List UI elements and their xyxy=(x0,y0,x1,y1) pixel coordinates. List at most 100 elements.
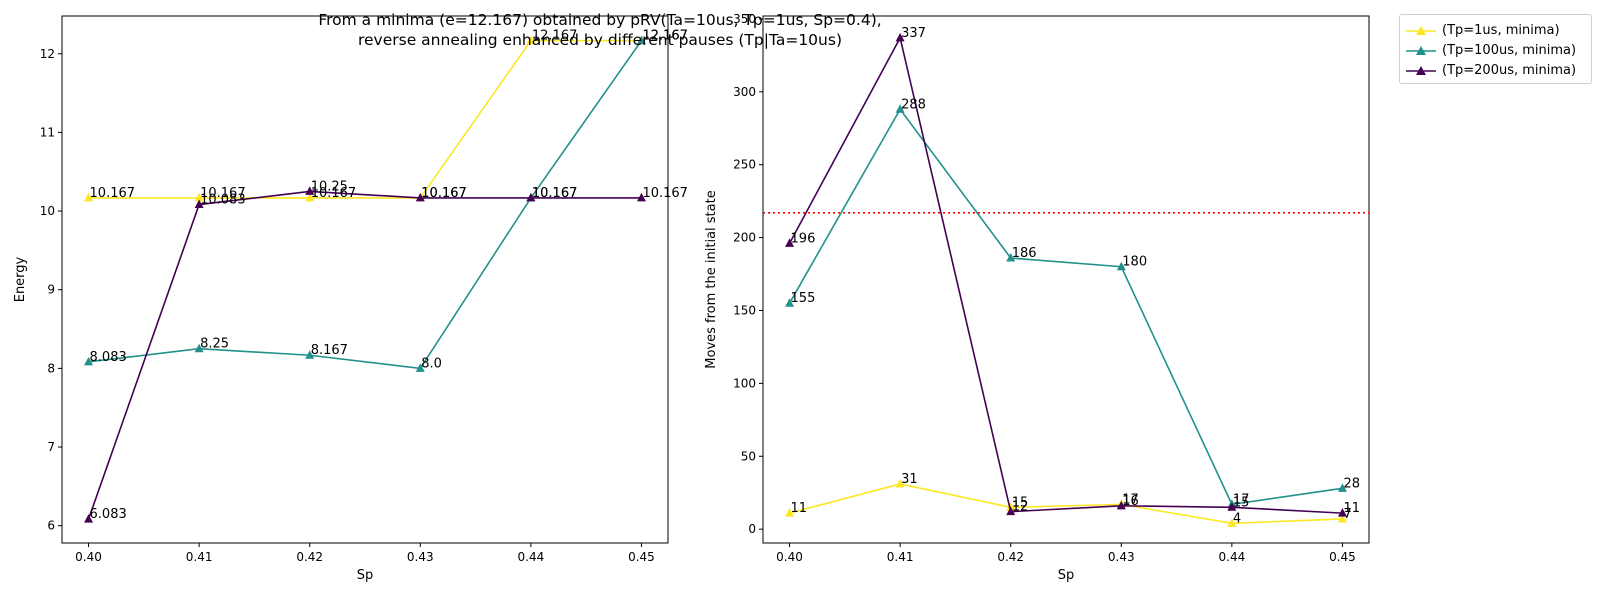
chart2-series-2-marker xyxy=(1006,252,1016,262)
chart2-y-tick-label: 100 xyxy=(733,376,756,390)
chart2-x-tick-label: 0.44 xyxy=(1219,550,1246,564)
chart2-y-tick-label: 150 xyxy=(733,303,756,317)
chart2-y-tick-label: 350 xyxy=(733,12,756,26)
chart1-series-1-data-label: 10.167 xyxy=(311,186,357,201)
chart2-x-axis-label: Sp xyxy=(1058,568,1075,583)
chart2-series-3-marker xyxy=(785,238,795,247)
chart2-series-line-1 xyxy=(789,483,1343,525)
chart2-x-tick-label: 0.43 xyxy=(1108,550,1135,564)
chart2-series-1-marker xyxy=(785,508,795,517)
chart1-y-tick-label: 11 xyxy=(40,125,55,139)
chart1-series-2-marker xyxy=(305,350,315,359)
chart1-series-2-marker xyxy=(84,356,94,366)
legend-label: (Tp=100us, minima) xyxy=(1442,43,1577,58)
chart1-series-3-data-label: 10.167 xyxy=(421,186,467,201)
chart1-series-3-marker xyxy=(305,186,315,195)
chart2-series-1-marker xyxy=(1337,513,1347,523)
chart1-series-3-data-label: 10.25 xyxy=(311,179,348,194)
chart2-series-3-data-label: 15 xyxy=(1233,495,1250,510)
legend-label: (Tp=200us, minima) xyxy=(1442,63,1577,78)
chart2-series-2-data-label: 17 xyxy=(1233,492,1250,507)
chart1-x-tick-label: 0.40 xyxy=(75,550,102,564)
chart1-series-1-data-label: 10.167 xyxy=(200,186,246,201)
chart2-y-tick-label: 200 xyxy=(733,231,756,245)
chart1-x-tick-label: 0.42 xyxy=(296,550,323,564)
chart1-series-2-data-label: 8.083 xyxy=(90,350,127,365)
chart2-series-line-3 xyxy=(788,35,1343,514)
chart2-series-1-marker xyxy=(1227,518,1237,527)
chart1-y-tick-label: 9 xyxy=(47,283,55,297)
chart2-series-3-marker xyxy=(1227,502,1237,511)
chart2-series-1-data-label: 15 xyxy=(1012,495,1029,510)
chart1-x-tick-label: 0.45 xyxy=(628,550,655,564)
chart2-series-2-data-label: 186 xyxy=(1012,246,1037,261)
chart2-series-2-data-label: 180 xyxy=(1122,255,1147,270)
chart1-series-1-marker xyxy=(84,192,94,202)
chart2-series-1-data-label: 17 xyxy=(1122,492,1139,507)
chart2-series-2-marker xyxy=(1337,483,1347,492)
chart1-series-1-marker xyxy=(194,192,204,202)
chart2-axes-frame xyxy=(762,15,1370,544)
chart1-series-1-data-label: 10.167 xyxy=(90,186,136,201)
chart1-series-1-marker xyxy=(526,35,536,45)
chart2-series-1-marker xyxy=(895,478,905,488)
chart1-series-3-data-label: 10.167 xyxy=(532,186,578,201)
chart1-series-2-data-label: 8.167 xyxy=(311,343,348,358)
chart1-series-3-data-label: 10.167 xyxy=(642,186,688,201)
chart1-series-1-data-label: 12.167 xyxy=(532,29,578,44)
chart1-series-2-data-label: 8.0 xyxy=(421,356,442,371)
chart1-series-2-data-label: 12.167 xyxy=(642,29,688,44)
chart1-series-line-1 xyxy=(88,39,642,199)
chart2-y-tick-label: 250 xyxy=(733,158,756,172)
chart2-series-1-data-label: 11 xyxy=(791,501,808,516)
chart1-y-axis-label: Energy xyxy=(13,256,28,302)
chart2-series-1-marker xyxy=(1006,502,1016,511)
chart2-series-3-marker xyxy=(1116,500,1126,510)
chart2-x-tick-label: 0.45 xyxy=(1329,550,1356,564)
chart2-series-2-marker xyxy=(785,298,795,307)
chart2-y-tick-label: 0 xyxy=(748,522,756,536)
chart1-y-tick-label: 12 xyxy=(40,47,55,61)
chart1-series-3-data-label: 6.083 xyxy=(90,507,127,522)
chart1-x-tick-label: 0.41 xyxy=(186,550,213,564)
chart2-y-tick-label: 50 xyxy=(741,449,756,463)
chart2-series-3-data-label: 337 xyxy=(901,26,926,41)
chart1-series-3-marker xyxy=(636,192,646,202)
legend: (Tp=1us, minima) (Tp=100us, minima) (Tp=… xyxy=(1399,14,1592,84)
chart2-series-1-data-label: 7 xyxy=(1343,507,1351,522)
chart2-x-tick-label: 0.40 xyxy=(776,550,803,564)
chart1-series-line-3 xyxy=(87,190,642,520)
chart2-series-3-data-label: 196 xyxy=(791,231,816,246)
chart1-series-3-marker xyxy=(84,514,94,523)
chart2-series-2-data-label: 288 xyxy=(901,97,926,112)
chart2-series-line-2 xyxy=(788,107,1343,506)
chart1-x-tick-label: 0.43 xyxy=(407,550,434,564)
chart1-series-1-data-label: 12.167 xyxy=(642,29,688,44)
chart2-series-3-data-label: 11 xyxy=(1343,501,1360,516)
chart1-series-3-marker xyxy=(415,192,425,202)
chart2-series-2-data-label: 155 xyxy=(791,291,816,306)
chart2-y-tick-label: 300 xyxy=(733,85,756,99)
chart1-series-2-marker xyxy=(194,343,204,353)
chart2-series-3-data-label: 16 xyxy=(1122,494,1139,509)
legend-label: (Tp=1us, minima) xyxy=(1442,23,1560,38)
chart1-y-tick-label: 7 xyxy=(47,440,55,454)
legend-item-tp1us: (Tp=1us, minima) xyxy=(1400,21,1591,41)
chart2-series-3-marker xyxy=(1006,506,1016,516)
chart1-series-2-data-label: 10.167 xyxy=(532,186,578,201)
legend-item-tp100us: (Tp=100us, minima) xyxy=(1400,41,1591,61)
chart1-series-3-marker xyxy=(526,192,536,202)
chart1-series-3-marker xyxy=(194,199,204,209)
chart2-x-tick-label: 0.41 xyxy=(887,550,914,564)
chart1-y-tick-label: 10 xyxy=(40,204,55,218)
chart2-x-tick-label: 0.42 xyxy=(997,550,1024,564)
chart1-y-tick-label: 6 xyxy=(47,519,55,533)
chart2-series-3-data-label: 12 xyxy=(1012,500,1029,515)
chart2-series-1-data-label: 31 xyxy=(901,472,918,487)
chart1-series-2-data-label: 8.25 xyxy=(200,337,229,352)
chart1-series-1-data-label: 10.167 xyxy=(421,186,467,201)
chart2-y-axis-label: Moves from the initial state xyxy=(704,190,719,368)
chart1-y-tick-label: 8 xyxy=(47,361,55,375)
chart1-series-line-2 xyxy=(88,40,643,370)
